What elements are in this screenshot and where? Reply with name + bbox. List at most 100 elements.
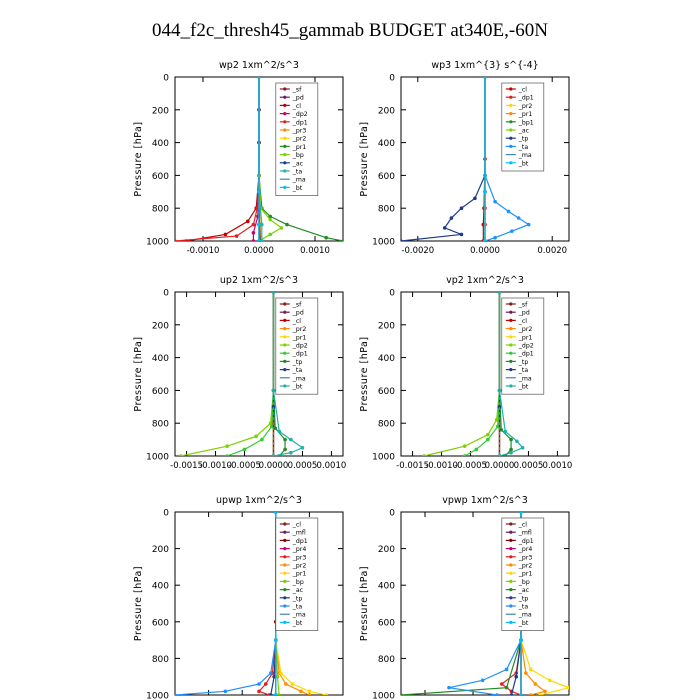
legend-marker xyxy=(283,335,287,339)
data-point xyxy=(497,454,502,456)
series-line-tp xyxy=(401,77,486,241)
legend-marker xyxy=(283,161,287,165)
legend-marker xyxy=(509,359,513,363)
legend-marker xyxy=(283,302,287,306)
legend-entry: _ta xyxy=(518,604,529,611)
legend-entry: _mfl xyxy=(292,530,306,537)
legend-entry: _pr1 xyxy=(292,571,307,578)
legend-marker xyxy=(283,128,287,132)
legend-entry: _pr2 xyxy=(518,563,533,570)
legend-marker xyxy=(509,144,513,148)
legend-entry: _dp2 xyxy=(292,111,308,118)
plot-frame xyxy=(400,291,570,457)
chart-panel-2: wp3 1xm^{3} s^{-4} Pressure [hPa] 0 200 400 6… xyxy=(359,60,570,256)
data-point xyxy=(495,693,499,695)
legend-marker xyxy=(283,604,287,608)
legend-marker xyxy=(283,120,287,124)
legend-marker xyxy=(283,579,287,584)
data-point xyxy=(257,77,261,79)
data-point xyxy=(251,239,256,241)
y-tick-label: 0 xyxy=(389,509,395,519)
legend-marker xyxy=(509,522,513,526)
data-point xyxy=(447,685,451,690)
chart-title: vpwp 1xm^2/s^3 xyxy=(442,495,528,506)
legend-entry: _dp1 xyxy=(518,351,534,358)
legend-entry: _dp1 xyxy=(292,119,308,126)
legend-marker xyxy=(509,351,513,355)
data-point xyxy=(516,216,521,220)
series-group xyxy=(401,512,569,695)
legend-entry: _dp1 xyxy=(518,95,534,102)
legend-entry: _pr1 xyxy=(292,334,307,341)
data-point xyxy=(495,424,500,429)
legend-marker xyxy=(283,563,287,567)
x-tick-label: 0.0005 xyxy=(288,461,318,471)
data-point xyxy=(480,678,485,683)
legend-marker xyxy=(509,87,513,91)
x-tick-label: 0.0010 xyxy=(543,461,573,471)
x-tick-label: -0.0005 xyxy=(454,461,487,471)
legend-entry: _pd xyxy=(518,310,530,317)
data-point xyxy=(279,671,283,675)
chart-panel-4: vp2 1xm^2/s^3 Pressure [hPa] 0 200 400 600 800… xyxy=(359,275,572,471)
legend-marker xyxy=(283,538,287,543)
legend-entry: _ma xyxy=(518,152,532,159)
data-point xyxy=(459,206,464,210)
legend-entry: _ta xyxy=(518,367,529,374)
legend-entry: _bt xyxy=(518,160,529,167)
y-tick-label: 400 xyxy=(378,582,395,592)
data-point xyxy=(257,190,261,194)
data-point xyxy=(307,689,312,694)
data-point xyxy=(251,222,256,227)
data-point xyxy=(500,682,504,686)
legend-entry: _ma xyxy=(292,375,306,382)
y-tick-label: 600 xyxy=(152,387,169,397)
legend-entry: _ac xyxy=(292,160,304,167)
legend-marker xyxy=(283,343,287,347)
data-point xyxy=(268,217,273,222)
y-tick-label: 200 xyxy=(378,321,395,331)
data-point xyxy=(223,689,228,694)
legend-entry: _bt xyxy=(292,185,303,192)
data-point xyxy=(223,232,228,237)
y-tick-label: 800 xyxy=(152,655,169,665)
legend-entry: _bp xyxy=(518,579,530,586)
legend-marker xyxy=(283,596,287,600)
data-point xyxy=(255,206,260,210)
legend-marker xyxy=(509,136,513,140)
legend-entry: _dp2 xyxy=(292,343,308,350)
chart-title: wp3 1xm^{3} s^{-4} xyxy=(431,60,538,71)
chart-panel-1: wp2 1xm^2/s^3 Pressure [hPa] 0 200 400 600 800… xyxy=(133,60,344,256)
data-point xyxy=(483,190,487,194)
legend-marker xyxy=(509,555,513,559)
legend-entry: _dp1 xyxy=(518,538,534,545)
y-tick-label: 0 xyxy=(163,289,169,299)
legend-marker xyxy=(283,144,287,148)
legend-entry: _tp xyxy=(518,359,529,366)
data-point xyxy=(274,693,278,695)
x-tick-label: -0.0010 xyxy=(187,246,220,256)
data-point xyxy=(300,446,305,450)
legend-entry: _mfl xyxy=(518,530,532,537)
x-tick-label: -0.0015 xyxy=(170,461,203,471)
legend-entry: _ac xyxy=(518,128,530,135)
y-tick-label: 1000 xyxy=(146,692,169,700)
y-tick-label: 600 xyxy=(378,387,395,397)
legend-entry: _cl xyxy=(292,103,301,110)
data-point xyxy=(175,239,177,241)
legend-marker xyxy=(509,327,513,331)
legend-marker xyxy=(509,579,513,584)
legend-marker xyxy=(283,185,287,189)
legend-entry: _tp xyxy=(518,595,529,602)
legend-marker xyxy=(509,343,513,347)
legend-marker xyxy=(509,596,513,600)
legend-entry: _bp xyxy=(292,152,304,159)
data-point xyxy=(272,674,276,679)
data-point xyxy=(526,222,531,227)
legend-entry: _pr2 xyxy=(292,136,307,143)
y-tick-label: 400 xyxy=(152,139,169,149)
data-point xyxy=(283,437,287,442)
y-tick-label: 400 xyxy=(152,354,169,364)
legend-marker xyxy=(509,120,513,124)
legend-marker xyxy=(283,318,287,322)
